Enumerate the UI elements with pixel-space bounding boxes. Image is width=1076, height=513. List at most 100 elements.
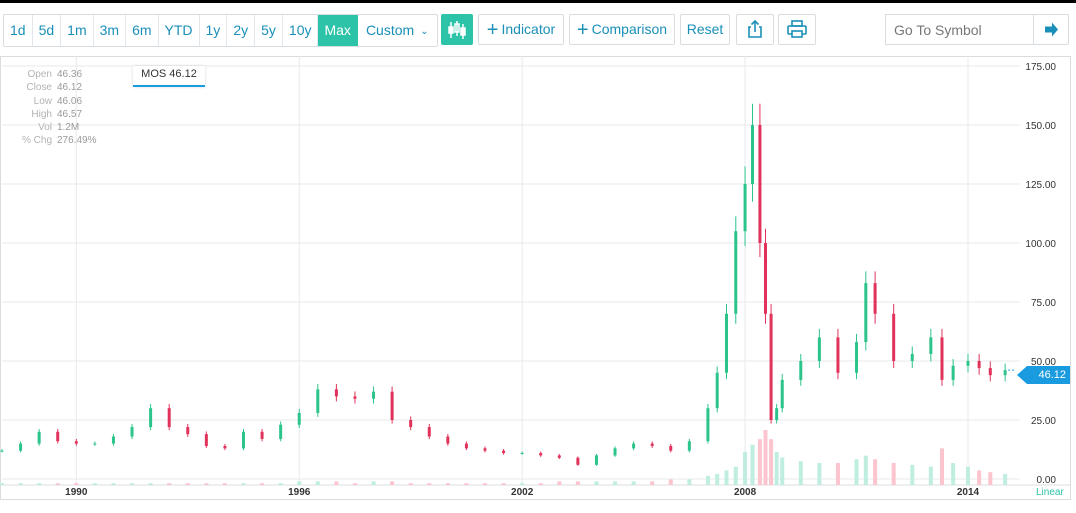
volume-bar: [315, 481, 320, 485]
candle-body: [750, 125, 754, 184]
price-chart[interactable]: 175.00 150.00 125.00 100.00 75.00 50.00 25.00 0…: [0, 56, 1071, 500]
candle-body: [669, 445, 673, 451]
candle-body: [93, 443, 97, 445]
hud-row-volume: Vol 1.2M: [10, 121, 96, 134]
y-tick-label: 50.00: [1031, 357, 1056, 368]
volume-bar: [167, 483, 172, 485]
candle-body: [539, 453, 543, 456]
range-1y-button[interactable]: 1y: [200, 15, 228, 46]
chart-border: [0, 56, 1071, 500]
volume-bar: [733, 466, 738, 485]
candle-body: [706, 408, 710, 442]
candle-body: [241, 431, 245, 449]
candle-body: [390, 391, 394, 420]
volume-bar: [757, 439, 762, 485]
volume-bar: [92, 483, 97, 485]
candle-body: [502, 450, 506, 454]
volume-bar: [278, 483, 283, 485]
candle-body: [758, 125, 762, 243]
volume-bar: [408, 483, 413, 485]
range-max-button[interactable]: Max: [318, 15, 358, 46]
range-3m-button[interactable]: 3m: [94, 15, 127, 46]
candle-body: [613, 448, 617, 456]
last-price-flag: 46.12: [1017, 366, 1070, 384]
candle-body: [799, 361, 803, 380]
candlestick-icon: [448, 21, 466, 39]
candle-body: [223, 445, 227, 449]
chart-type-button[interactable]: [441, 14, 473, 45]
candle-body: [864, 283, 868, 343]
volume-bar: [613, 481, 618, 485]
range-1m-button[interactable]: 1m: [61, 15, 94, 46]
volume-bar: [835, 463, 840, 485]
candle-body: [37, 431, 41, 444]
candle-body: [817, 337, 821, 361]
hud-row-low: Low 46.06: [10, 95, 96, 108]
candle-body: [769, 313, 773, 420]
range-2y-button[interactable]: 2y: [227, 15, 256, 46]
custom-label: Custom: [365, 22, 415, 38]
candle-body: [977, 361, 981, 369]
hud-label-low: Low: [33, 95, 52, 107]
chart-toolbar: 1d 5d 1m 3m 6m YTD 1y 2y 5y 10y Max Cust…: [0, 6, 1076, 48]
range-ytd-button[interactable]: YTD: [159, 15, 200, 46]
volume-bar: [891, 463, 896, 485]
candle-body: [951, 365, 955, 380]
reset-button[interactable]: Reset: [680, 14, 730, 45]
add-comparison-button[interactable]: + Comparison: [569, 14, 675, 45]
share-icon: [748, 19, 762, 38]
range-5d-button[interactable]: 5d: [33, 15, 62, 46]
volume-bar: [111, 483, 116, 485]
share-button[interactable]: [736, 14, 774, 45]
y-tick-label: 0.00: [1037, 475, 1057, 486]
volume-bar: [668, 479, 673, 485]
volume-bar: [241, 483, 246, 485]
go-to-symbol-button[interactable]: [1033, 14, 1069, 45]
add-indicator-button[interactable]: + Indicator: [478, 14, 564, 45]
volume-bar: [501, 483, 506, 485]
range-1d-button[interactable]: 1d: [4, 15, 33, 46]
range-10y-button[interactable]: 10y: [283, 15, 319, 46]
print-button[interactable]: [778, 14, 816, 45]
comparison-label: Comparison: [591, 21, 668, 37]
range-6m-button[interactable]: 6m: [126, 15, 159, 46]
volume-bar: [352, 483, 357, 485]
hud-label-close: Close: [26, 82, 52, 94]
range-custom-dropdown[interactable]: Custom ⌄: [358, 15, 437, 46]
candle-body: [520, 453, 524, 455]
volume-bar: [222, 483, 227, 485]
volume-bar: [631, 481, 636, 485]
volume-bar: [763, 430, 768, 485]
arrow-right-icon: [1045, 22, 1058, 37]
hud-row-change: % Chg 276.49%: [10, 134, 97, 147]
volume-bar: [939, 448, 944, 485]
volume-bar: [464, 483, 469, 485]
series-label-tag[interactable]: MOS 46.12: [133, 66, 205, 87]
candle-body: [19, 443, 23, 451]
hud-value-open: 46.36: [57, 69, 83, 80]
candle-body: [149, 408, 153, 428]
candle-body: [0, 450, 4, 452]
y-tick-label: 100.00: [1025, 239, 1056, 250]
candle-body: [260, 431, 264, 439]
candle-body: [483, 448, 487, 451]
hud-value-close: 46.12: [57, 82, 83, 94]
volume-bar: [575, 481, 580, 485]
scale-mode-toggle[interactable]: Linear: [1036, 487, 1064, 498]
volume-bar: [427, 483, 432, 485]
candle-body: [988, 368, 992, 376]
candle-body: [873, 283, 877, 314]
volume-bar: [724, 470, 729, 485]
volume-bar: [482, 483, 487, 485]
candle-body: [780, 379, 784, 409]
symbol-search-input[interactable]: [885, 14, 1033, 45]
chevron-down-icon: ⌄: [420, 26, 429, 37]
top-border: [0, 0, 1076, 3]
candle-body: [297, 412, 301, 425]
volume-bar: [0, 483, 4, 485]
range-5y-button[interactable]: 5y: [255, 15, 283, 46]
ohlc-readout: Open 46.36 Close 46.12 Low 46.06 High 46.57 …: [10, 68, 97, 148]
price-candles: [0, 103, 1016, 466]
volume-bar: [297, 481, 302, 485]
volume-bar: [951, 463, 956, 485]
